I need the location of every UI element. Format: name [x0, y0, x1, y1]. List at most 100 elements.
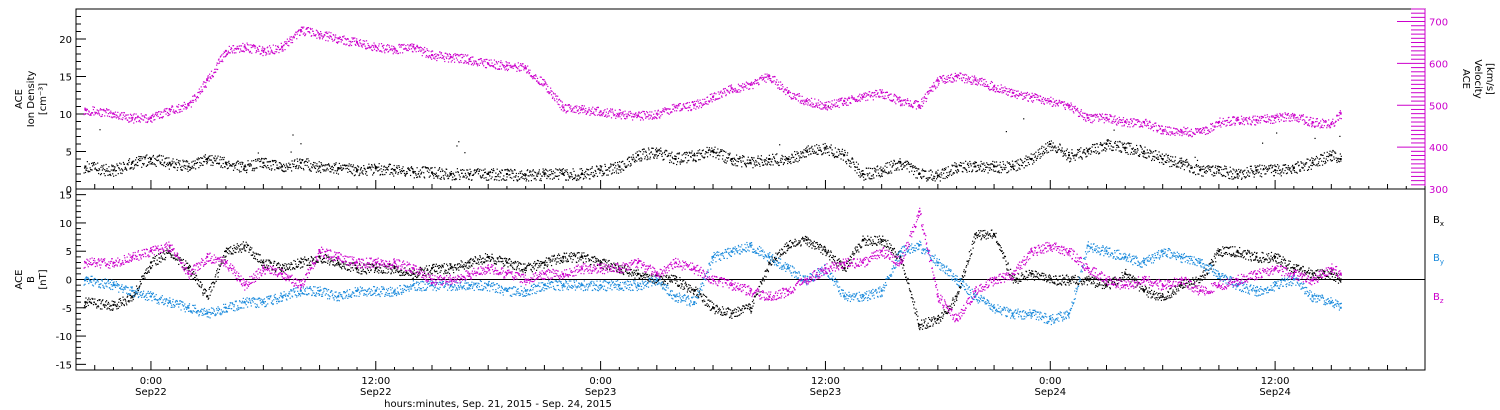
velocity-ylabel: Velocity — [1472, 59, 1483, 98]
density-point — [1339, 158, 1342, 160]
bz-point — [1330, 267, 1333, 270]
bx-point — [599, 261, 602, 264]
b-ytick-label: -5 — [62, 304, 72, 315]
by-point — [861, 295, 864, 298]
b-legend-subscript: z — [1440, 297, 1444, 305]
bx-point — [393, 267, 396, 270]
bz-point — [1068, 250, 1071, 253]
bx-point — [430, 267, 433, 270]
by-point — [1255, 289, 1258, 292]
bz-point — [562, 272, 565, 275]
bx-point — [262, 261, 265, 264]
by-point — [393, 289, 396, 292]
bx-point — [337, 261, 340, 264]
by-point — [84, 278, 87, 281]
x-tick-time: 12:00 — [361, 376, 390, 387]
density-point — [1311, 161, 1314, 164]
x-tick-time: 12:00 — [811, 376, 840, 387]
by-point — [1339, 306, 1342, 309]
velocity-point — [393, 47, 396, 50]
by-point — [712, 255, 715, 258]
density-point — [505, 173, 508, 175]
bz-point — [843, 261, 846, 264]
density-point — [1105, 143, 1108, 145]
by-point — [1180, 255, 1183, 258]
by-point — [299, 289, 302, 292]
density-ytick-label: 10 — [59, 110, 72, 121]
b-legend-subscript: y — [1440, 258, 1444, 266]
bx-point — [1236, 250, 1239, 253]
bz-point — [430, 278, 433, 281]
density-point — [262, 161, 265, 164]
bz-point — [655, 272, 658, 275]
density-point — [168, 161, 171, 164]
bx-series — [83, 229, 1342, 331]
by-point — [618, 284, 621, 287]
density-point — [730, 158, 733, 160]
bz-point — [243, 284, 246, 287]
bz-point — [168, 244, 171, 247]
density-point — [1011, 165, 1014, 168]
bz-point — [206, 255, 209, 258]
by-point — [1292, 278, 1295, 281]
bz-point — [131, 255, 134, 258]
density-point — [84, 165, 87, 168]
density-point — [599, 169, 602, 172]
by-point — [880, 289, 883, 292]
velocity-point — [84, 108, 87, 111]
bz-point — [1105, 278, 1108, 281]
density-point — [899, 161, 902, 164]
by-point — [599, 284, 602, 287]
by-point — [206, 312, 209, 315]
density-point — [1274, 169, 1277, 172]
bx-point — [580, 255, 583, 258]
density-point — [1330, 154, 1333, 157]
bx-point — [1274, 255, 1277, 258]
density-point — [1142, 150, 1145, 153]
by-point — [674, 295, 677, 298]
b-ylabel: B — [26, 276, 37, 283]
bz-point — [224, 261, 227, 264]
density-point — [112, 169, 115, 172]
bz-point — [524, 278, 527, 281]
bz-point — [449, 278, 452, 281]
density-point — [1217, 169, 1220, 172]
density-point — [1086, 150, 1089, 153]
velocity-ytick-label: 300 — [1429, 185, 1448, 196]
bz-point — [412, 267, 415, 270]
by-point — [1274, 284, 1277, 287]
by-point — [1030, 312, 1033, 315]
density-point — [1236, 173, 1239, 175]
density-point — [955, 165, 958, 168]
density-ytick-label: 0 — [66, 185, 72, 196]
by-point — [430, 284, 433, 287]
bx-point — [187, 267, 190, 270]
by-point — [1217, 272, 1220, 275]
bz-point — [861, 261, 864, 264]
velocity-point — [168, 108, 171, 111]
bx-point — [1292, 267, 1295, 270]
bx-point — [1311, 272, 1314, 275]
velocity-point — [974, 79, 977, 82]
bz-point — [337, 255, 340, 258]
velocity-point — [1236, 118, 1239, 121]
bz-point — [805, 278, 808, 281]
density-point — [861, 173, 864, 175]
density-point — [1068, 154, 1071, 157]
bx-point — [281, 267, 284, 270]
density-point — [468, 173, 471, 175]
velocity-ylabel: [km/s] — [1484, 63, 1495, 95]
bx-point — [824, 250, 827, 253]
velocity-ytick-label: 500 — [1429, 101, 1448, 112]
density-point — [149, 158, 152, 160]
velocity-point — [918, 104, 921, 107]
density-point — [412, 170, 415, 173]
density-ylabel: Ion Density — [26, 71, 37, 128]
bz-point — [1142, 278, 1145, 281]
x-tick-time: 0:00 — [1039, 376, 1061, 387]
magnetic-field-panel: -15 -10 -5 0 5 10 15 ACE B [nT] Bx By Bz — [14, 188, 1444, 371]
bx-point — [224, 250, 227, 253]
bz-point — [1030, 250, 1033, 253]
density-point — [805, 150, 808, 153]
